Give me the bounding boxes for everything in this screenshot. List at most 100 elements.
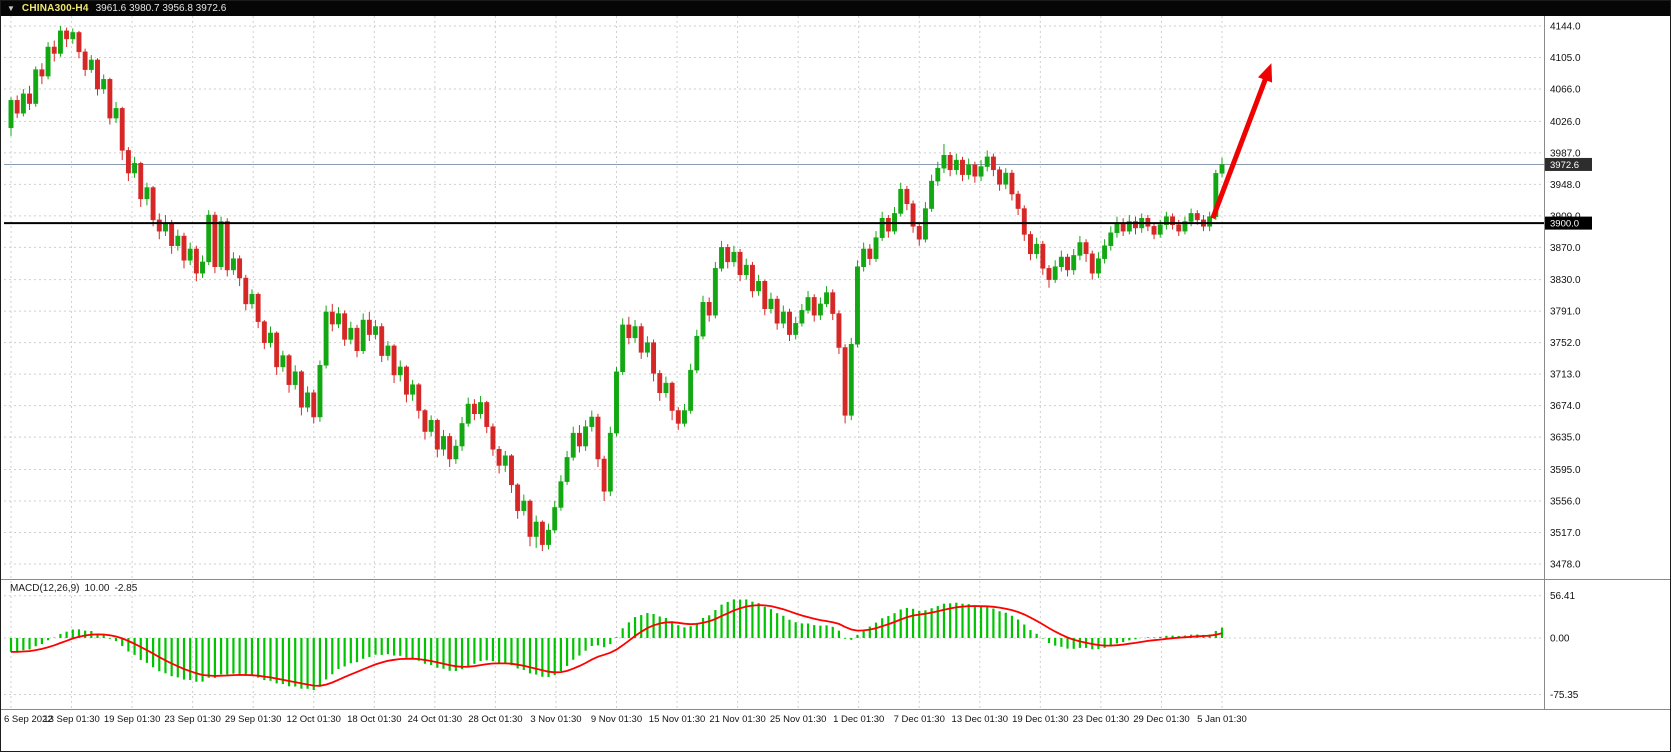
time-axis-label[interactable]: 29 Sep 01:30: [225, 714, 282, 725]
time-axis-label[interactable]: 21 Nov 01:30: [709, 714, 766, 725]
price-axis-label[interactable]: 3870.0: [1550, 243, 1581, 254]
candle-body: [743, 264, 749, 276]
price-axis-label[interactable]: 3556.0: [1550, 496, 1581, 507]
candle-body: [966, 164, 972, 175]
candle-body: [898, 188, 904, 214]
time-axis-label[interactable]: 25 Nov 01:30: [770, 714, 827, 725]
trend-arrow-head[interactable]: [1258, 63, 1273, 83]
time-axis-label[interactable]: 18 Oct 01:30: [347, 714, 401, 725]
candle-body: [1028, 234, 1033, 255]
time-axis-label[interactable]: 19 Dec 01:30: [1012, 714, 1069, 725]
price-axis-label[interactable]: 3948.0: [1550, 180, 1581, 191]
candle-body: [626, 324, 632, 339]
price-axis-label[interactable]: 3987.0: [1550, 148, 1581, 159]
time-axis-label[interactable]: 3 Nov 01:30: [530, 714, 581, 725]
macd-histogram: [9, 599, 1224, 691]
candle-body: [193, 248, 199, 274]
candle-body: [323, 311, 329, 366]
candle-body: [762, 281, 768, 309]
candle-body: [527, 500, 533, 537]
candle-body: [533, 521, 539, 537]
candle-body: [1009, 172, 1015, 195]
price-axis-label[interactable]: 4144.0: [1550, 22, 1581, 33]
candle-body: [1126, 221, 1132, 232]
time-axis-label[interactable]: 13 Dec 01:30: [952, 714, 1009, 725]
time-axis-label[interactable]: 23 Dec 01:30: [1073, 714, 1130, 725]
candle-body: [218, 221, 224, 267]
price-axis-label[interactable]: 3791.0: [1550, 307, 1581, 318]
candle-body: [51, 46, 57, 54]
time-axis-label[interactable]: 29 Dec 01:30: [1133, 714, 1190, 725]
symbol-dropdown-icon[interactable]: ▼: [7, 4, 15, 13]
macd-axis-label[interactable]: 0.00: [1550, 634, 1570, 645]
candle-body: [224, 221, 230, 271]
candle-body: [564, 457, 570, 482]
candle-body: [70, 32, 76, 40]
time-axis-label[interactable]: 13 Sep 01:30: [43, 714, 100, 725]
candle-body: [799, 310, 805, 324]
candle-body: [595, 416, 601, 460]
hline-price-box-text: 3900.0: [1550, 219, 1579, 230]
time-axis-label[interactable]: 1 Dec 01:30: [833, 714, 884, 725]
candle-body: [614, 371, 619, 434]
price-axis-label[interactable]: 3517.0: [1550, 528, 1581, 539]
candle-body: [107, 79, 113, 119]
candle-body: [830, 292, 836, 314]
macd-axis-label[interactable]: -75.35: [1550, 690, 1579, 701]
time-axis-label[interactable]: 15 Nov 01:30: [649, 714, 706, 725]
candle-body: [688, 369, 694, 411]
candle-body: [885, 218, 891, 232]
candle-body: [1015, 193, 1021, 209]
price-axis-label[interactable]: 3830.0: [1550, 275, 1581, 286]
time-axis-label[interactable]: 24 Oct 01:30: [408, 714, 462, 725]
candle-body: [539, 521, 545, 545]
price-axis-label[interactable]: 4066.0: [1550, 85, 1581, 96]
price-axis-label[interactable]: 3595.0: [1550, 465, 1581, 476]
candle-body: [125, 150, 131, 174]
macd-axis-label[interactable]: 56.41: [1550, 591, 1575, 602]
time-axis-label[interactable]: 23 Sep 01:30: [164, 714, 221, 725]
candlestick-series: [8, 26, 1225, 552]
time-axis-label[interactable]: 12 Oct 01:30: [287, 714, 341, 725]
price-axis-label[interactable]: 3713.0: [1550, 370, 1581, 381]
candle-body: [410, 384, 416, 395]
candle-body: [366, 319, 372, 335]
candle-body: [311, 392, 317, 418]
candle-body: [632, 326, 638, 339]
candle-body: [268, 332, 273, 343]
time-axis-label[interactable]: 7 Dec 01:30: [894, 714, 945, 725]
price-axis-label[interactable]: 3635.0: [1550, 433, 1581, 444]
candle-body: [706, 302, 712, 316]
time-axis-label[interactable]: 5 Jan 01:30: [1197, 714, 1247, 725]
time-axis-label[interactable]: 6 Sep 2022: [4, 714, 53, 725]
time-axis-label[interactable]: 28 Oct 01:30: [468, 714, 522, 725]
price-axis-label[interactable]: 4026.0: [1550, 117, 1581, 128]
time-axis-label[interactable]: 9 Nov 01:30: [591, 714, 642, 725]
candle-body: [1157, 224, 1163, 235]
price-axis-label[interactable]: 3478.0: [1550, 560, 1581, 571]
candle-body: [725, 247, 731, 263]
candle-body: [416, 384, 422, 411]
price-axis-label[interactable]: 3674.0: [1550, 401, 1581, 412]
candle-body: [817, 303, 823, 316]
candle-body: [496, 449, 502, 466]
candle-body: [620, 324, 626, 372]
candle-body: [1188, 213, 1194, 222]
current-price-box: [1545, 157, 1592, 171]
price-axis-label[interactable]: 3752.0: [1550, 338, 1581, 349]
candle-body: [1095, 258, 1101, 274]
candle-body: [1089, 253, 1095, 274]
candle-body: [144, 187, 150, 200]
candle-body: [1003, 172, 1009, 185]
trend-arrow-shaft[interactable]: [1210, 75, 1269, 220]
candle-body: [978, 166, 984, 177]
candle-body: [749, 264, 755, 292]
price-axis-label[interactable]: 4105.0: [1550, 53, 1581, 64]
candle-body: [428, 419, 434, 432]
candle-body: [947, 154, 953, 171]
candle-body: [873, 237, 879, 259]
time-axis-label[interactable]: 19 Sep 01:30: [104, 714, 161, 725]
candle-body: [700, 302, 706, 337]
candle-body: [484, 402, 490, 427]
